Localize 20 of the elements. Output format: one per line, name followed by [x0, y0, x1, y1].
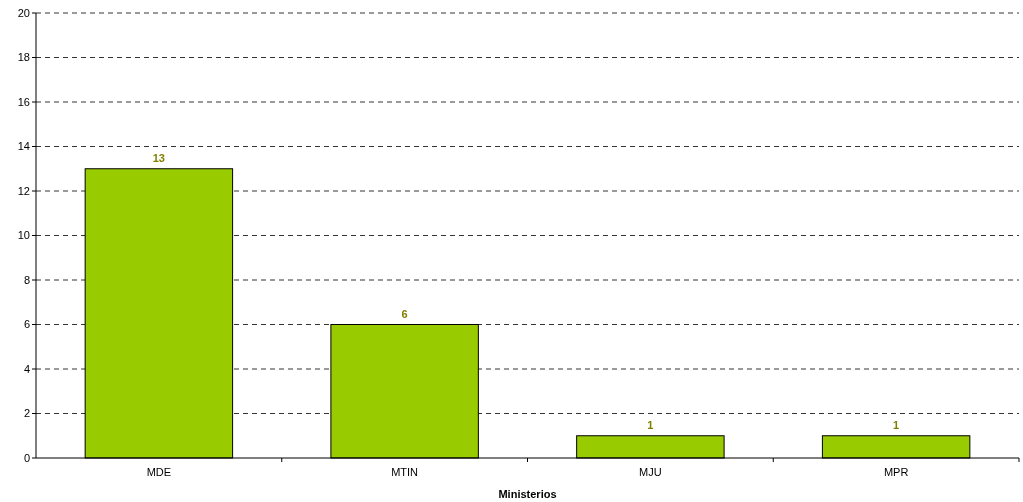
x-tick-label: MJU [639, 466, 662, 478]
x-tick-label: MPR [883, 466, 909, 478]
x-tick-label: MDE [146, 466, 172, 478]
y-tick-label: 6 [23, 318, 30, 331]
data-label: 6 [401, 307, 408, 320]
y-tick-label: 16 [17, 95, 30, 108]
y-tick-label: 12 [17, 184, 30, 197]
data-label: 1 [893, 418, 900, 431]
data-label: 13 [152, 151, 165, 164]
y-tick-label: 8 [23, 273, 30, 286]
y-tick-label: 10 [17, 229, 30, 242]
y-tick-label: 18 [17, 51, 30, 64]
y-tick-label: 14 [17, 140, 30, 153]
y-tick-label: 4 [23, 362, 30, 375]
y-tick-label: 20 [17, 6, 30, 19]
x-axis-title: Ministerios [498, 488, 557, 500]
x-tick-label: MTIN [391, 466, 419, 478]
y-tick-label: 2 [23, 407, 30, 420]
data-label: 1 [647, 418, 654, 431]
y-tick-label: 0 [23, 451, 30, 464]
